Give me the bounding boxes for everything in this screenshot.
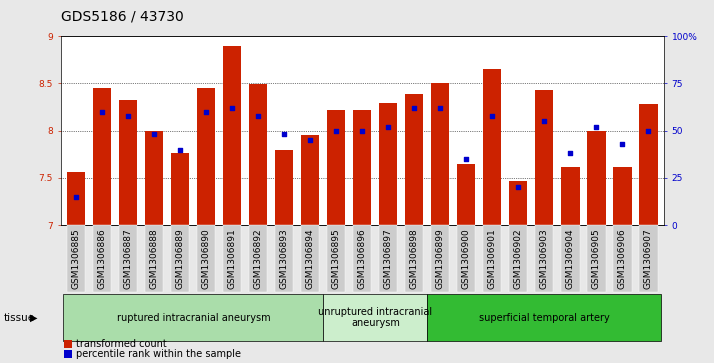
Bar — [197, 88, 216, 225]
Point — [71, 194, 82, 200]
Text: GSM1306892: GSM1306892 — [254, 228, 263, 289]
Point — [253, 113, 264, 118]
Text: GSM1306905: GSM1306905 — [592, 228, 601, 289]
Text: superficial temporal artery: superficial temporal artery — [479, 313, 610, 323]
Text: unruptured intracranial
aneurysm: unruptured intracranial aneurysm — [318, 307, 433, 329]
Point — [461, 156, 472, 162]
Text: GSM1306907: GSM1306907 — [644, 228, 653, 289]
Bar — [119, 101, 137, 225]
Bar — [171, 153, 189, 225]
Point — [175, 147, 186, 152]
Bar — [145, 131, 164, 225]
Point — [617, 141, 628, 147]
Text: GDS5186 / 43730: GDS5186 / 43730 — [61, 9, 183, 24]
Bar — [353, 110, 371, 225]
Text: GSM1306895: GSM1306895 — [332, 228, 341, 289]
Text: transformed count: transformed count — [76, 339, 166, 350]
Text: GSM1306894: GSM1306894 — [306, 228, 315, 289]
Bar — [561, 167, 580, 225]
Bar — [327, 110, 346, 225]
Bar — [509, 181, 528, 225]
Point — [590, 124, 602, 130]
Text: GSM1306888: GSM1306888 — [150, 228, 159, 289]
Bar — [223, 46, 241, 225]
Bar — [536, 90, 553, 225]
Text: GSM1306890: GSM1306890 — [202, 228, 211, 289]
Point — [356, 128, 368, 134]
Point — [123, 113, 134, 118]
Bar — [67, 172, 86, 225]
Bar — [249, 85, 268, 225]
Text: GSM1306897: GSM1306897 — [384, 228, 393, 289]
Text: GSM1306885: GSM1306885 — [72, 228, 81, 289]
Point — [278, 131, 290, 137]
Bar — [483, 69, 501, 225]
Text: GSM1306900: GSM1306900 — [462, 228, 471, 289]
Text: ▶: ▶ — [30, 313, 38, 323]
Text: GSM1306889: GSM1306889 — [176, 228, 185, 289]
Text: GSM1306899: GSM1306899 — [436, 228, 445, 289]
Bar — [275, 150, 293, 225]
Text: GSM1306904: GSM1306904 — [566, 228, 575, 289]
Text: ruptured intracranial aneurysm: ruptured intracranial aneurysm — [116, 313, 270, 323]
Bar — [588, 131, 605, 225]
Point — [565, 150, 576, 156]
Point — [513, 184, 524, 190]
Text: GSM1306898: GSM1306898 — [410, 228, 419, 289]
Bar — [94, 88, 111, 225]
Point — [487, 113, 498, 118]
Point — [149, 131, 160, 137]
Point — [305, 137, 316, 143]
Bar — [301, 135, 319, 225]
Point — [435, 105, 446, 111]
Text: GSM1306906: GSM1306906 — [618, 228, 627, 289]
Bar — [457, 164, 476, 225]
Point — [643, 128, 654, 134]
Text: tissue: tissue — [4, 313, 35, 323]
Text: GSM1306902: GSM1306902 — [514, 228, 523, 289]
Text: GSM1306903: GSM1306903 — [540, 228, 549, 289]
Bar — [613, 167, 631, 225]
Text: GSM1306887: GSM1306887 — [124, 228, 133, 289]
Point — [383, 124, 394, 130]
Bar — [431, 83, 450, 225]
Text: GSM1306901: GSM1306901 — [488, 228, 497, 289]
Point — [331, 128, 342, 134]
Point — [538, 118, 550, 124]
Point — [226, 105, 238, 111]
Text: GSM1306893: GSM1306893 — [280, 228, 289, 289]
Text: GSM1306896: GSM1306896 — [358, 228, 367, 289]
Bar — [639, 104, 658, 225]
Point — [96, 109, 108, 115]
Text: GSM1306891: GSM1306891 — [228, 228, 237, 289]
Text: GSM1306886: GSM1306886 — [98, 228, 107, 289]
Text: percentile rank within the sample: percentile rank within the sample — [76, 348, 241, 359]
Bar — [406, 94, 423, 225]
Point — [201, 109, 212, 115]
Point — [408, 105, 420, 111]
Bar — [379, 103, 398, 225]
